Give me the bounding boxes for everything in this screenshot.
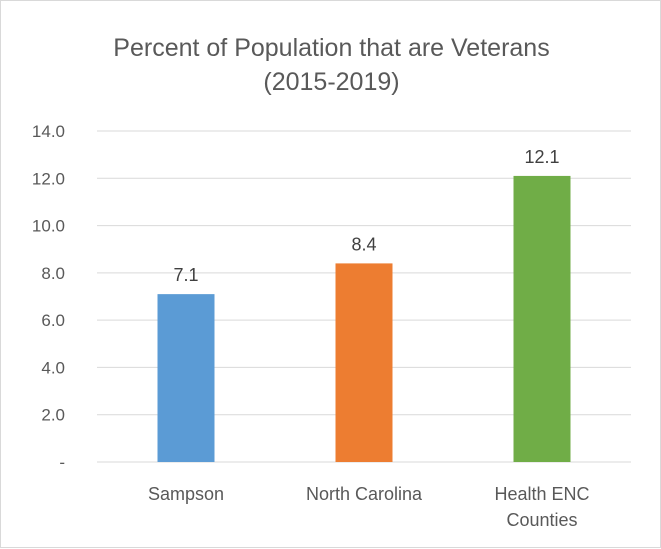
y-tick-label: 6.0 xyxy=(41,311,65,330)
chart-title: Percent of Population that are Veterans … xyxy=(1,31,661,99)
bar xyxy=(513,175,571,462)
x-category-label: North Carolina xyxy=(306,484,423,504)
y-tick-label: - xyxy=(59,453,65,472)
x-category-label: Health ENC xyxy=(494,484,589,504)
data-label: 12.1 xyxy=(524,147,559,167)
data-label: 7.1 xyxy=(173,265,198,285)
y-tick-label: 8.0 xyxy=(41,264,65,283)
bar xyxy=(157,294,215,462)
y-tick-label: 14.0 xyxy=(32,122,65,141)
chart-title-line-1: Percent of Population that are Veterans xyxy=(113,34,550,62)
bar xyxy=(335,263,393,462)
y-tick-label: 4.0 xyxy=(41,358,65,377)
y-tick-label: 12.0 xyxy=(32,169,65,188)
chart-title-line-2: (2015-2019) xyxy=(263,68,400,96)
x-category-label: Sampson xyxy=(148,484,224,504)
data-label: 8.4 xyxy=(351,234,376,254)
x-category-label: Counties xyxy=(506,510,577,530)
y-tick-label: 10.0 xyxy=(32,217,65,236)
y-tick-label: 2.0 xyxy=(41,406,65,425)
